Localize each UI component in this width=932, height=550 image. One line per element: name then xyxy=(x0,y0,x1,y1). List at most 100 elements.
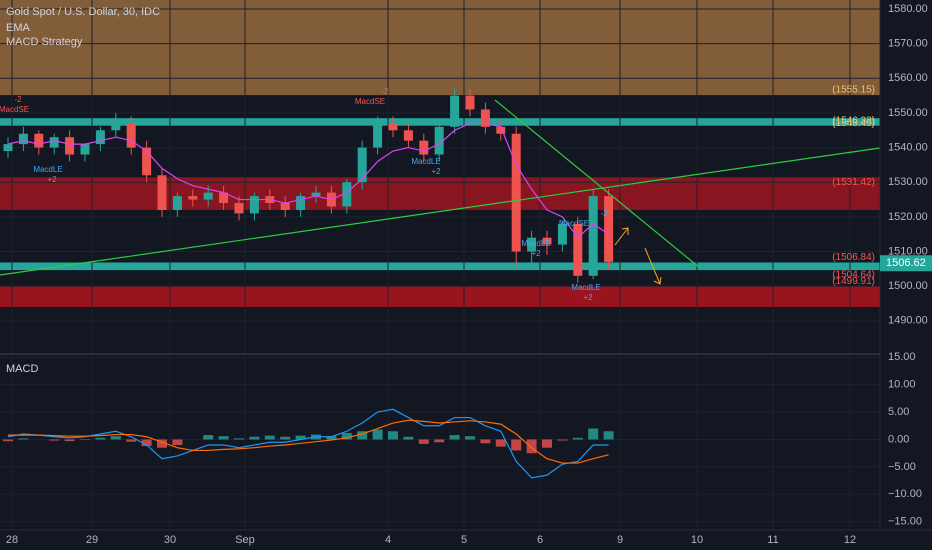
x-tick-label: 12 xyxy=(844,534,856,546)
y2-tick-label: −5.00 xyxy=(888,461,916,473)
histogram-bar xyxy=(480,439,491,444)
last-price-box xyxy=(880,255,932,272)
signal-label: -2 xyxy=(14,95,22,104)
histogram-bar xyxy=(326,436,337,440)
candle-body xyxy=(373,123,383,148)
signal-label: MacdSE xyxy=(0,105,29,114)
candle-body xyxy=(403,130,413,141)
x-tick-label: 6 xyxy=(537,534,543,546)
y-tick-label: 1540.00 xyxy=(888,141,928,153)
x-tick-label: 10 xyxy=(691,534,703,546)
candle-body xyxy=(49,137,59,148)
zone xyxy=(0,262,880,271)
candle-body xyxy=(296,196,306,210)
histogram-bar xyxy=(341,432,352,440)
candle-body xyxy=(573,223,583,276)
signal-label: MacdLE xyxy=(411,157,440,166)
histogram-bar xyxy=(95,437,106,440)
last-price-label: 1506.62 xyxy=(886,257,926,269)
signal-label: +2 xyxy=(531,249,541,258)
signal-label: -2 xyxy=(381,87,389,96)
histogram-bar xyxy=(234,438,244,440)
trend-line xyxy=(494,99,701,269)
legend-title: Gold Spot / U.S. Dollar, 30, IDC xyxy=(6,6,160,18)
candle-body xyxy=(172,196,182,210)
histogram-bar xyxy=(572,437,583,440)
histogram-bar xyxy=(603,431,614,440)
macd-line xyxy=(7,408,609,479)
y-tick-label: 1500.00 xyxy=(888,280,928,292)
signal-label: MacdSE xyxy=(355,97,385,106)
histogram-bar xyxy=(203,435,214,440)
candle-body xyxy=(249,196,259,214)
histogram-bar xyxy=(3,439,13,442)
y-tick-label: 1530.00 xyxy=(888,176,928,188)
legend-indicator: EMA xyxy=(6,22,31,34)
signal-line xyxy=(8,419,609,464)
y-tick-label: 1560.00 xyxy=(888,72,928,84)
candle-body xyxy=(434,126,444,155)
x-tick-label: 29 xyxy=(86,534,98,546)
candle-body xyxy=(496,126,506,134)
candle-body xyxy=(342,182,352,207)
x-tick-label: 4 xyxy=(385,534,391,546)
y-tick-label: 1580.00 xyxy=(888,3,928,15)
histogram-bar xyxy=(110,436,121,440)
x-tick-label: 28 xyxy=(6,534,18,546)
histogram-bar xyxy=(372,429,383,440)
candle-body xyxy=(18,133,28,145)
candle-body xyxy=(465,95,475,110)
histogram-bar xyxy=(172,439,183,445)
zone xyxy=(0,286,880,307)
histogram-bar xyxy=(465,436,475,440)
signal-label: MacdLE xyxy=(571,283,600,292)
candle-body xyxy=(203,192,213,200)
candle-body xyxy=(311,192,321,197)
candle-body xyxy=(588,196,598,276)
histogram-bar xyxy=(449,435,460,440)
candle-body xyxy=(3,144,13,152)
candle-body xyxy=(34,133,44,148)
trend-line xyxy=(0,147,881,276)
level-label: (1499.91) xyxy=(832,276,875,287)
x-tick-label: 11 xyxy=(767,534,778,546)
arrow xyxy=(644,247,662,285)
signal-label: MacdLE xyxy=(33,165,62,174)
candle-body xyxy=(157,175,167,210)
histogram-bar xyxy=(418,439,429,444)
histogram-bar xyxy=(526,439,537,454)
level-label: (1504.64) xyxy=(832,270,875,281)
x-tick-label: 30 xyxy=(164,534,176,546)
signal-label: +2 xyxy=(583,293,593,302)
signal-label: MacdSE xyxy=(559,219,589,228)
candle-body xyxy=(604,196,614,262)
histogram-bar xyxy=(218,436,229,440)
y2-tick-label: −10.00 xyxy=(888,488,922,500)
candle-body xyxy=(188,196,198,200)
histogram-bar xyxy=(80,439,90,441)
histogram-bar xyxy=(295,435,306,440)
histogram-bar xyxy=(403,436,414,440)
histogram-bar xyxy=(542,439,552,448)
zone xyxy=(0,118,880,126)
level-label: (1555.15) xyxy=(832,85,875,96)
histogram-bar xyxy=(141,439,152,447)
y-tick-label: 1550.00 xyxy=(888,107,928,119)
signal-label: +2 xyxy=(47,175,57,184)
candle-body xyxy=(142,147,152,176)
zone xyxy=(0,0,880,96)
y2-tick-label: 15.00 xyxy=(888,351,916,363)
y2-tick-label: 5.00 xyxy=(888,406,909,418)
candle-body xyxy=(280,203,290,210)
histogram-bar xyxy=(557,439,568,441)
candle-body xyxy=(557,223,567,245)
histogram-bar xyxy=(388,431,398,440)
candle-body xyxy=(219,192,229,204)
x-tick-label: Sep xyxy=(235,534,255,546)
candle-body xyxy=(388,123,398,131)
candle-body xyxy=(234,203,244,214)
candle-body xyxy=(450,95,460,127)
candle-body xyxy=(65,137,75,155)
x-tick-label: 5 xyxy=(461,534,467,546)
